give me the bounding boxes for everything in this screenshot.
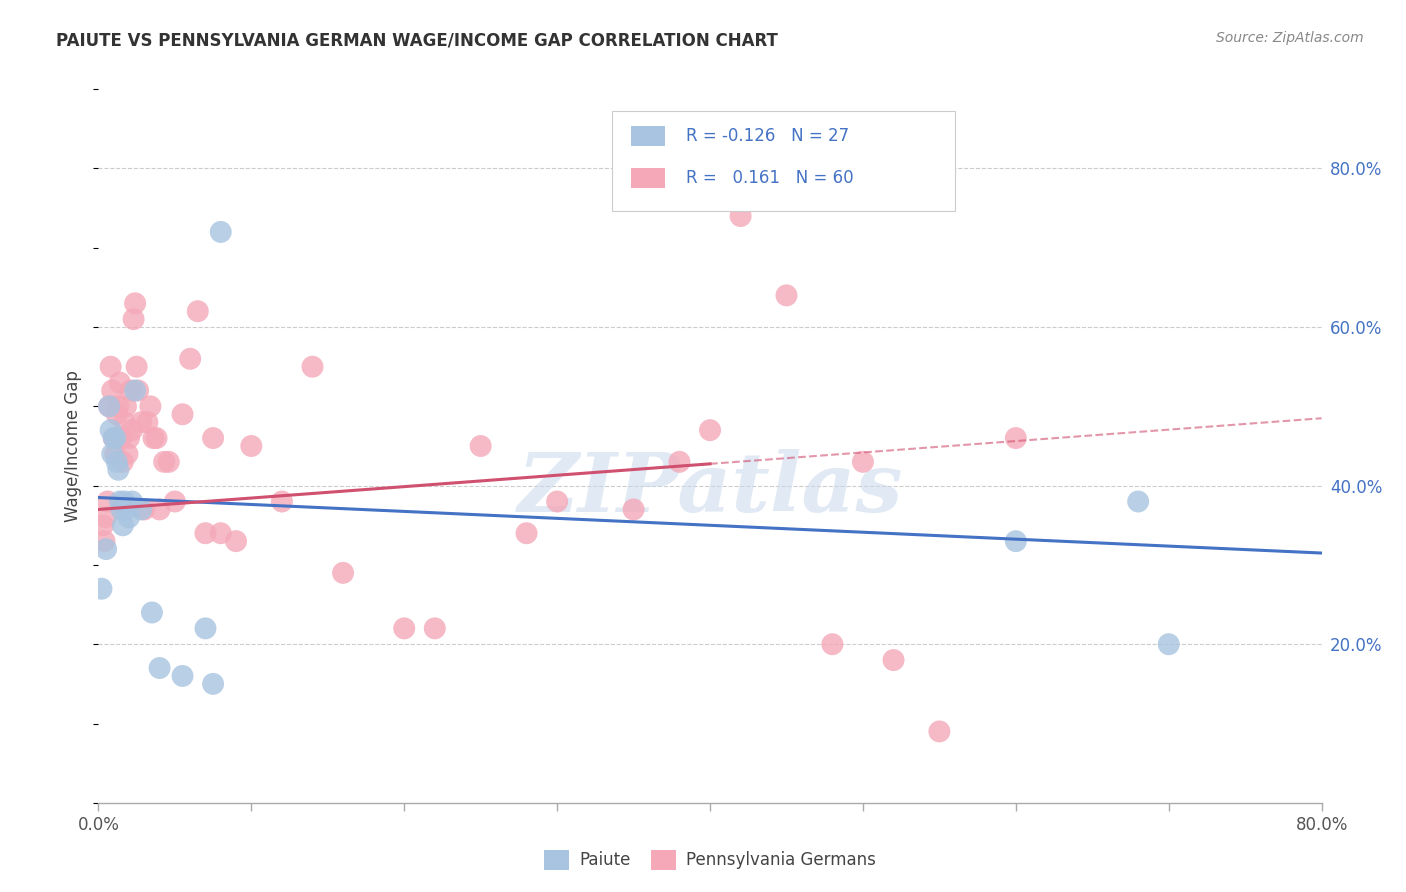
Point — [209, 526, 232, 541]
Point — [821, 637, 844, 651]
Text: Source: ZipAtlas.com: Source: ZipAtlas.com — [1216, 31, 1364, 45]
Point — [699, 423, 721, 437]
Point — [118, 510, 141, 524]
Point — [172, 669, 194, 683]
Point — [108, 494, 131, 508]
Point — [546, 494, 568, 508]
Point — [149, 502, 172, 516]
Point — [98, 400, 121, 414]
Point — [194, 621, 217, 635]
Point — [470, 439, 492, 453]
Point — [163, 494, 186, 508]
Point — [91, 518, 114, 533]
Point — [100, 359, 122, 374]
Point — [121, 494, 143, 508]
Point — [134, 502, 156, 516]
Point — [112, 494, 135, 508]
FancyBboxPatch shape — [612, 111, 955, 211]
Y-axis label: Wage/Income Gap: Wage/Income Gap — [65, 370, 83, 522]
Point — [332, 566, 354, 580]
Point — [110, 502, 132, 516]
Point — [125, 359, 148, 374]
Point — [121, 423, 143, 437]
Point — [225, 534, 247, 549]
Point — [392, 621, 416, 635]
Point — [172, 407, 194, 421]
Point — [94, 542, 117, 557]
Text: R =   0.161   N = 60: R = 0.161 N = 60 — [686, 169, 853, 187]
Point — [120, 384, 142, 398]
Point — [115, 400, 138, 414]
Point — [730, 209, 752, 223]
Point — [883, 653, 905, 667]
Point — [423, 621, 446, 635]
Point — [115, 502, 138, 516]
Point — [124, 384, 146, 398]
Point — [775, 288, 797, 302]
Point — [107, 463, 129, 477]
Point — [928, 724, 950, 739]
Point — [100, 423, 122, 437]
Point — [117, 447, 139, 461]
Point — [104, 447, 127, 461]
Point — [194, 526, 217, 541]
Point — [179, 351, 201, 366]
Point — [187, 304, 209, 318]
Point — [104, 431, 127, 445]
Point — [153, 455, 176, 469]
Point — [93, 534, 115, 549]
Point — [270, 494, 292, 508]
Point — [129, 502, 152, 516]
Point — [240, 439, 263, 453]
Point — [127, 384, 149, 398]
Point — [149, 661, 172, 675]
Point — [1157, 637, 1180, 651]
Point — [101, 384, 124, 398]
Point — [124, 296, 146, 310]
Point — [122, 312, 145, 326]
Point — [145, 431, 167, 445]
Point — [98, 400, 121, 414]
Point — [301, 359, 323, 374]
Point — [97, 494, 120, 508]
FancyBboxPatch shape — [630, 126, 665, 145]
Legend: Paiute, Pennsylvania Germans: Paiute, Pennsylvania Germans — [537, 843, 883, 877]
Point — [623, 502, 645, 516]
Point — [103, 431, 125, 445]
Point — [94, 510, 117, 524]
Point — [668, 455, 690, 469]
Point — [105, 455, 128, 469]
Point — [107, 400, 129, 414]
Point — [852, 455, 875, 469]
Point — [101, 447, 124, 461]
Point — [202, 677, 225, 691]
Point — [142, 431, 165, 445]
Point — [1004, 431, 1026, 445]
Point — [1128, 494, 1150, 508]
Text: ZIPatlas: ZIPatlas — [517, 449, 903, 529]
Text: PAIUTE VS PENNSYLVANIA GERMAN WAGE/INCOME GAP CORRELATION CHART: PAIUTE VS PENNSYLVANIA GERMAN WAGE/INCOM… — [56, 31, 778, 49]
FancyBboxPatch shape — [630, 169, 665, 188]
Point — [105, 407, 128, 421]
Point — [111, 518, 134, 533]
Point — [129, 415, 152, 429]
Point — [1004, 534, 1026, 549]
Point — [157, 455, 180, 469]
Point — [516, 526, 538, 541]
Point — [112, 415, 135, 429]
Text: R = -0.126   N = 27: R = -0.126 N = 27 — [686, 127, 849, 145]
Point — [139, 400, 162, 414]
Point — [141, 606, 163, 620]
Point — [136, 415, 159, 429]
Point — [111, 455, 134, 469]
Point — [108, 376, 131, 390]
Point — [90, 582, 112, 596]
Point — [209, 225, 232, 239]
Point — [103, 431, 125, 445]
Point — [118, 431, 141, 445]
Point — [110, 431, 132, 445]
Point — [202, 431, 225, 445]
